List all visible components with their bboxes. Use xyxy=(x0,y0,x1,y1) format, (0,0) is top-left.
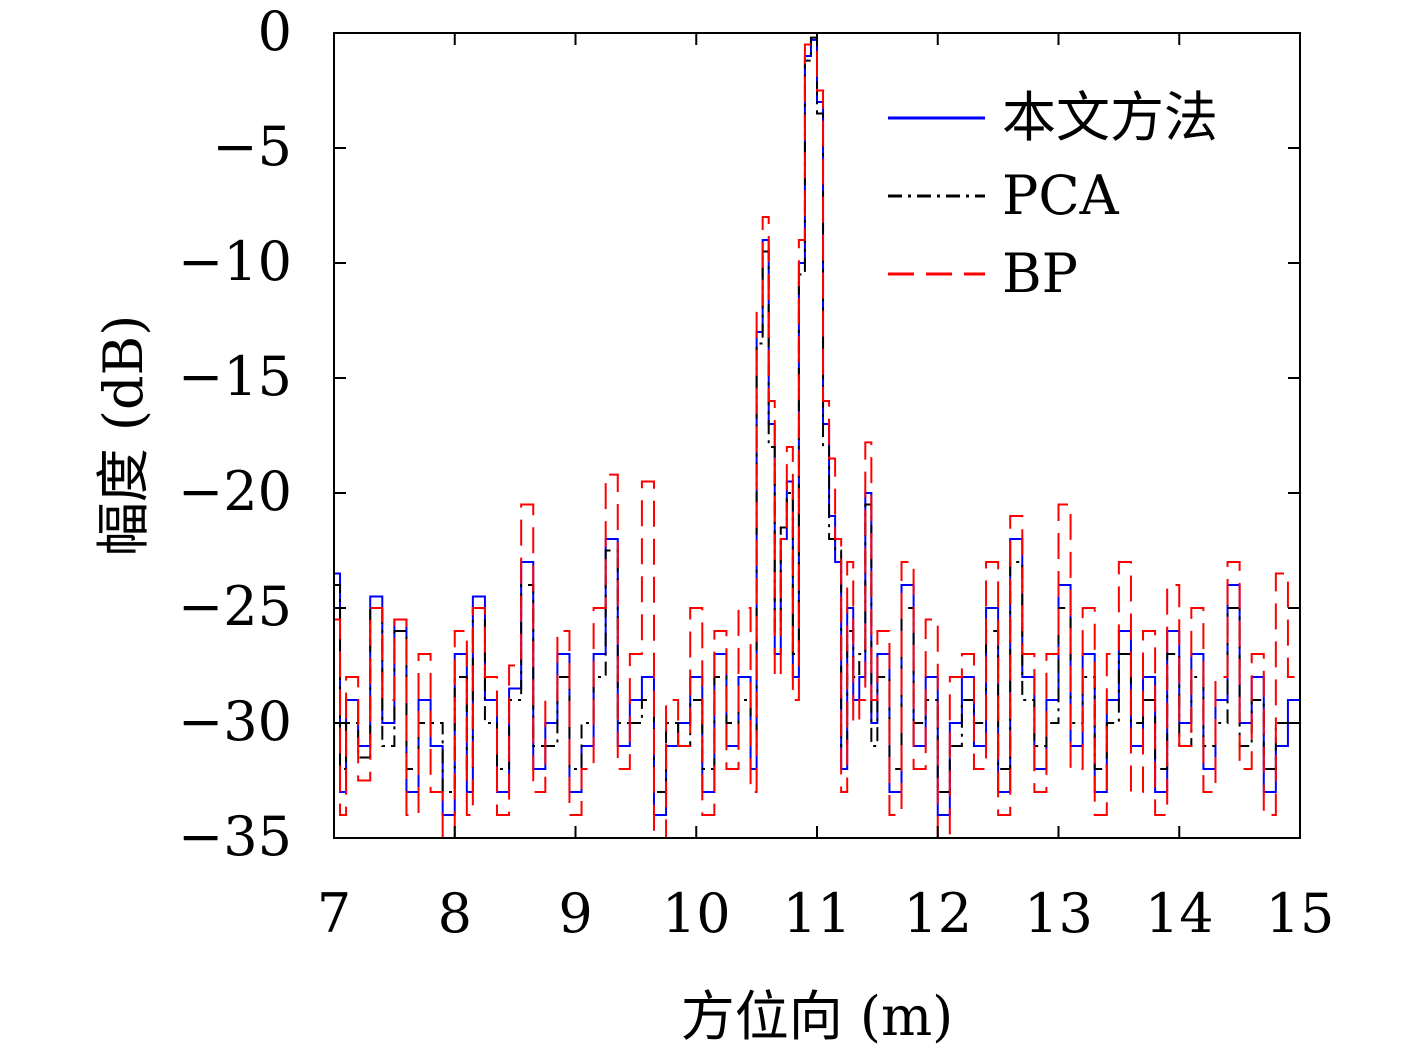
axis-ticks: 7 8 9 10 11 12 13 14 15 0 −5 −10 −15 −20 −25 −30 −35 xyxy=(178,0,1334,945)
legend: 本文方法 PCA BP xyxy=(888,86,1218,305)
y-tick-label: −15 xyxy=(178,345,292,408)
x-tick-label: 8 xyxy=(438,882,472,945)
x-tick-label: 12 xyxy=(903,882,972,945)
y-tick-label: −10 xyxy=(178,230,292,293)
y-axis-label: 幅度 (dB) xyxy=(92,315,155,557)
x-tick-label: 11 xyxy=(783,882,852,945)
y-tick-label: −35 xyxy=(178,805,292,868)
x-tick-label: 7 xyxy=(317,882,351,945)
legend-label: PCA xyxy=(1002,164,1120,227)
y-tick-label: −20 xyxy=(178,460,292,523)
y-tick-label: 0 xyxy=(258,0,292,63)
x-tick-label: 15 xyxy=(1266,882,1335,945)
legend-label: BP xyxy=(1002,242,1078,305)
x-tick-label: 14 xyxy=(1145,882,1214,945)
y-tick-label: −30 xyxy=(178,690,292,753)
legend-label: 本文方法 xyxy=(1002,86,1218,149)
x-tick-label: 13 xyxy=(1024,882,1093,945)
series-line-2 xyxy=(334,43,1301,839)
x-tick-label: 10 xyxy=(662,882,731,945)
y-tick-label: −25 xyxy=(178,575,292,638)
plot-lines xyxy=(334,36,1301,839)
x-axis-label: 方位向 (m) xyxy=(681,985,954,1048)
series-line-1 xyxy=(334,36,1301,793)
y-tick-label: −5 xyxy=(212,115,292,178)
x-tick-label: 9 xyxy=(558,882,592,945)
